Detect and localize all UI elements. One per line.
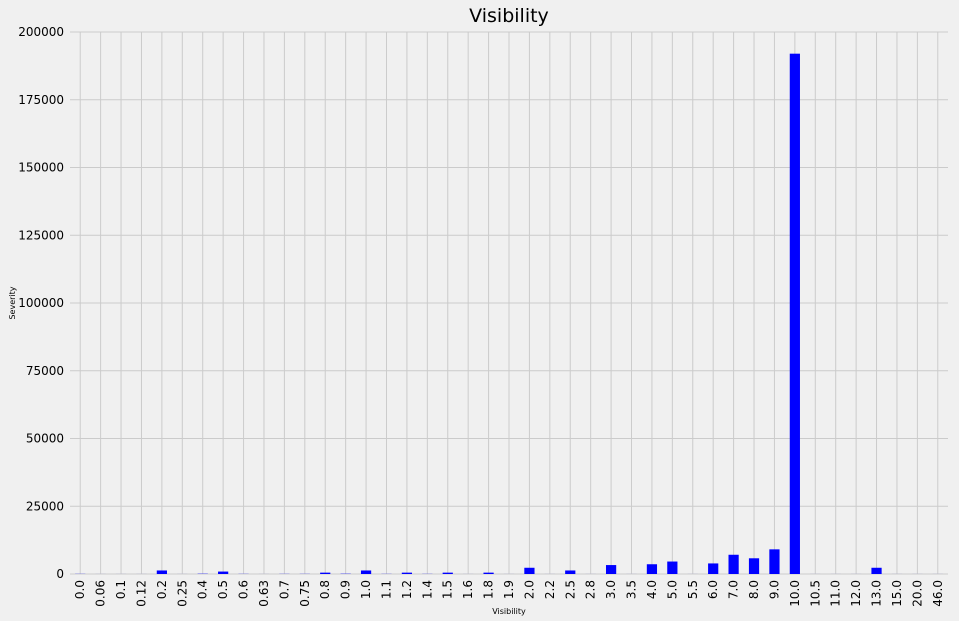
- bar: [565, 570, 576, 574]
- bar: [871, 567, 882, 574]
- bar: [748, 558, 760, 574]
- bar: [483, 572, 494, 574]
- x-tick-label: 5.5: [686, 580, 700, 599]
- y-tick-label: 100000: [18, 296, 64, 310]
- grid-lines: [70, 31, 948, 575]
- bar: [156, 570, 167, 574]
- x-tick-label: 2.0: [522, 580, 536, 599]
- bar: [789, 53, 800, 575]
- y-tick-label: 25000: [26, 499, 64, 513]
- x-tick-labels: 0.0 0.06 0.1 0.12 0.2 0.25 0.4 0.5 0.6 0.63 0.7 0.7…: [73, 580, 945, 607]
- x-tick-label: 0.75: [298, 580, 312, 607]
- y-axis-label: Severity: [8, 286, 17, 319]
- x-tick-label: 5.0: [665, 580, 679, 599]
- x-tick-label: 3.5: [625, 580, 639, 599]
- x-tick-label: 0.1: [114, 580, 128, 599]
- x-tick-label: 0.12: [134, 580, 148, 607]
- x-tick-label: 1.0: [359, 580, 373, 599]
- bars: [75, 53, 943, 575]
- x-tick-label: 0.9: [339, 580, 353, 599]
- bar: [360, 570, 372, 574]
- x-tick-label: 4.0: [645, 580, 659, 599]
- x-tick-label: 0.06: [94, 580, 108, 607]
- y-tick-labels: 0 25000 50000 75000 100000 125000 150000 175000…: [18, 25, 64, 581]
- x-tick-label: 9.0: [767, 580, 781, 599]
- bar: [401, 572, 413, 574]
- x-tick-label: 0.6: [237, 580, 251, 599]
- x-tick-label: 13.0: [870, 580, 884, 607]
- bar: [605, 565, 617, 574]
- x-tick-label: 0.8: [318, 580, 332, 599]
- x-tick-label: 6.0: [706, 580, 720, 599]
- bar: [646, 564, 658, 574]
- x-tick-label: 0.25: [175, 580, 189, 607]
- y-tick-label: 200000: [18, 25, 64, 39]
- x-tick-label: 1.6: [461, 580, 475, 599]
- x-tick-label: 10.5: [808, 580, 822, 607]
- x-tick-label: 0.4: [196, 580, 210, 599]
- x-tick-label: 7.0: [727, 580, 741, 599]
- x-tick-label: 8.0: [747, 580, 761, 599]
- x-tick-label: 12.0: [849, 580, 863, 607]
- x-axis-label: Visibility: [492, 607, 526, 616]
- bar: [524, 567, 535, 574]
- bar: [728, 554, 739, 574]
- x-tick-label: 1.2: [400, 580, 414, 599]
- y-tick-label: 125000: [18, 228, 64, 242]
- x-tick-label: 0.5: [216, 580, 230, 599]
- x-tick-label: 0.63: [257, 580, 271, 607]
- bar: [218, 571, 229, 574]
- bar: [769, 549, 780, 574]
- x-tick-label: 1.1: [379, 580, 393, 599]
- x-tick-label: 1.8: [482, 580, 496, 599]
- y-tick-label: 50000: [26, 432, 64, 446]
- x-tick-label: 3.0: [604, 580, 618, 599]
- x-tick-label: 1.5: [441, 580, 455, 599]
- x-tick-label: 0.2: [155, 580, 169, 599]
- bar: [442, 572, 453, 574]
- x-tick-label: 15.0: [890, 580, 904, 607]
- chart-title: Visibility: [469, 5, 549, 27]
- x-tick-label: 0.7: [277, 580, 291, 599]
- bar: [320, 572, 331, 574]
- x-tick-label: 2.8: [584, 580, 598, 599]
- x-tick-label: 11.0: [829, 580, 843, 607]
- y-tick-label: 0: [56, 567, 64, 581]
- x-tick-label: 1.9: [502, 580, 516, 599]
- y-tick-label: 150000: [18, 161, 64, 175]
- x-tick-label: 20.0: [910, 580, 924, 607]
- x-tick-label: 1.4: [420, 580, 434, 599]
- x-tick-label: 10.0: [788, 580, 802, 607]
- x-tick-label: 46.0: [931, 580, 945, 607]
- x-tick-label: 2.2: [543, 580, 557, 599]
- y-tick-label: 75000: [26, 364, 64, 378]
- bar: [667, 561, 678, 574]
- y-tick-label: 175000: [18, 93, 64, 107]
- x-tick-label: 2.5: [563, 580, 577, 599]
- x-tick-label: 0.0: [73, 580, 87, 599]
- bar: [708, 563, 719, 574]
